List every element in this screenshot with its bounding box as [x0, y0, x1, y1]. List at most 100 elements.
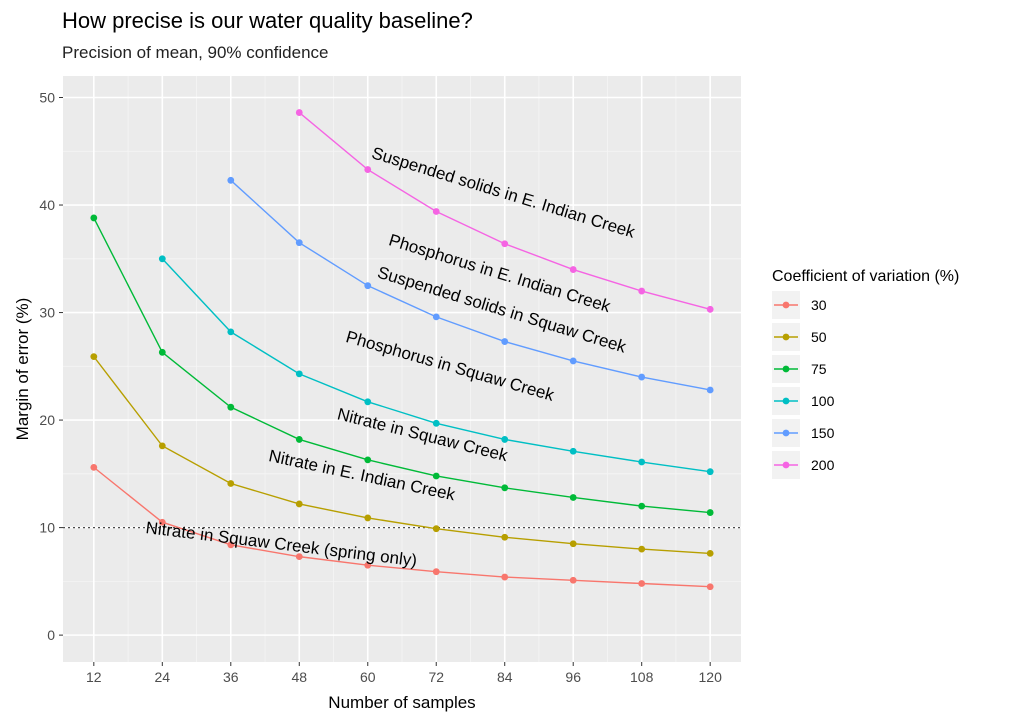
data-point [706, 386, 714, 394]
series-line-30 [93, 466, 711, 588]
y-tick-label: 40 [39, 197, 55, 213]
y-tick-label: 10 [39, 520, 55, 536]
data-point [295, 500, 303, 508]
y-axis: 0 10 20 30 40 50 [39, 90, 63, 643]
data-point [432, 472, 440, 480]
x-tick-label: 24 [155, 669, 171, 685]
data-point [90, 463, 98, 471]
data-point [158, 348, 166, 356]
series-150 [227, 176, 714, 394]
data-point [295, 370, 303, 378]
data-point [364, 561, 372, 569]
series-30 [90, 463, 714, 591]
data-point [364, 514, 372, 522]
legend: Coefficient of variation (%) 30 50 75 100 15… [772, 268, 959, 479]
x-tick-label: 108 [630, 669, 654, 685]
data-point [227, 541, 235, 549]
data-point [227, 403, 235, 411]
data-point [706, 509, 714, 516]
x-tick-label: 72 [428, 669, 444, 685]
data-point [158, 442, 166, 450]
data-point [158, 255, 166, 263]
legend-key-point [782, 397, 790, 405]
data-point [638, 458, 646, 466]
data-point [569, 494, 577, 501]
legend-item-label: 30 [811, 297, 827, 313]
x-axis: 12 24 36 48 60 72 84 96 108 120 [86, 662, 722, 685]
data-point [432, 313, 440, 321]
series-line-50 [93, 356, 711, 555]
series-75 [90, 214, 714, 516]
data-point [706, 468, 714, 476]
data-point [501, 338, 509, 345]
data-point [364, 166, 372, 173]
legend-item-label: 200 [811, 457, 835, 473]
data-point [364, 398, 372, 406]
data-point [706, 550, 714, 557]
data-point [364, 456, 372, 464]
legend-key-point [782, 365, 790, 373]
legend-key-point [782, 333, 790, 341]
data-point [432, 525, 440, 533]
data-point [638, 545, 646, 553]
data-point [432, 568, 440, 576]
data-point [295, 239, 303, 247]
series-50 [90, 353, 714, 557]
data-point [569, 576, 577, 584]
legend-key-point [782, 301, 790, 309]
legend-item-label: 100 [811, 393, 835, 409]
data-point [364, 282, 372, 290]
x-tick-label: 48 [291, 669, 307, 685]
data-point [227, 328, 235, 336]
data-point [569, 357, 577, 365]
data-point [90, 353, 98, 361]
data-point [569, 266, 577, 273]
data-point [501, 533, 509, 541]
x-tick-label: 12 [86, 669, 102, 685]
data-point [569, 447, 577, 455]
data-point [90, 214, 98, 222]
data-point [432, 419, 440, 427]
y-tick-label: 0 [47, 627, 55, 643]
data-point [432, 208, 440, 215]
data-point [638, 502, 646, 510]
x-tick-label: 84 [497, 669, 513, 685]
legend-key-point [782, 429, 790, 437]
y-tick-label: 50 [39, 90, 55, 106]
series-100 [158, 255, 714, 476]
data-point [638, 580, 646, 587]
data-point [295, 553, 303, 561]
data-point [501, 573, 509, 581]
data-point [569, 540, 577, 548]
chart-subtitle: Precision of mean, 90% confidence [62, 43, 329, 62]
y-tick-label: 20 [39, 412, 55, 428]
y-axis-title: Margin of error (%) [13, 298, 32, 441]
series-line-150 [230, 179, 711, 391]
y-tick-label: 30 [39, 305, 55, 321]
data-point [501, 436, 509, 443]
x-tick-label: 36 [223, 669, 239, 685]
series-line-75 [93, 217, 711, 514]
data-point [227, 480, 235, 487]
legend-item-label: 75 [811, 361, 827, 377]
series-200 [295, 109, 714, 313]
data-point [706, 305, 714, 313]
x-tick-label: 96 [565, 669, 581, 685]
series-layer [90, 109, 714, 591]
data-point [295, 436, 303, 443]
data-point [227, 176, 235, 184]
chart-title: How precise is our water quality baselin… [62, 8, 473, 33]
legend-item-label: 50 [811, 329, 827, 345]
grid-minor [63, 76, 741, 662]
x-tick-label: 60 [360, 669, 376, 685]
data-point [706, 583, 714, 591]
data-point [501, 484, 509, 492]
x-axis-title: Number of samples [328, 693, 475, 712]
x-tick-label: 120 [699, 669, 723, 685]
data-point [638, 373, 646, 381]
data-point [501, 240, 509, 248]
data-point [295, 109, 303, 116]
legend-item-label: 150 [811, 425, 835, 441]
data-point [158, 518, 166, 526]
